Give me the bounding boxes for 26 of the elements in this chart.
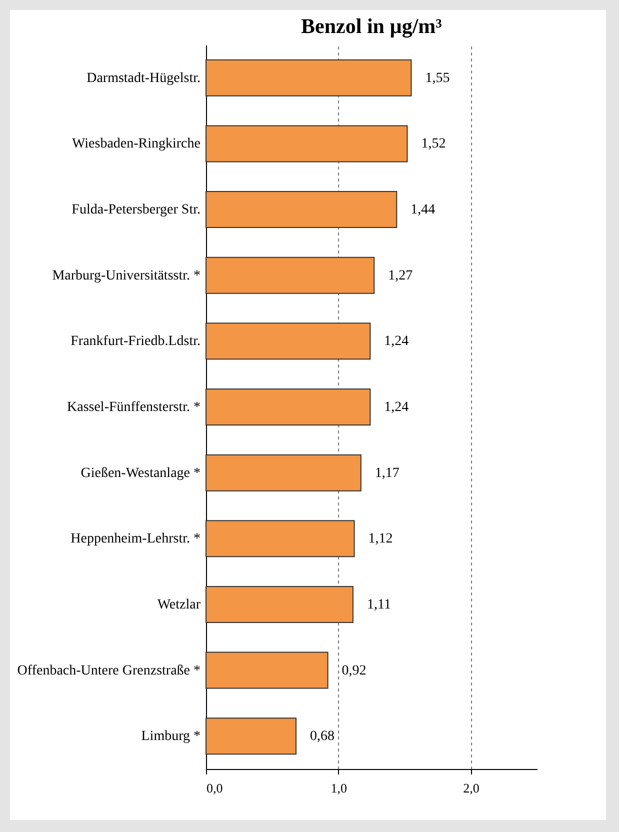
y-tick-label: Heppenheim-Lehrstr. * bbox=[70, 532, 200, 547]
y-tick-label: Fulda-Petersberger Str. bbox=[72, 202, 200, 218]
y-tick-label: Gießen-Westanlage * bbox=[80, 466, 200, 481]
data-label: 1,24 bbox=[384, 334, 409, 350]
data-label: 1,12 bbox=[368, 532, 393, 547]
chart-title: Benzol in µg/m³ bbox=[301, 14, 442, 38]
x-tick-label: 2,0 bbox=[463, 780, 480, 796]
x-tick-label: 0,0 bbox=[206, 780, 223, 796]
y-tick-label: Wetzlar bbox=[157, 597, 201, 612]
data-label: 1,24 bbox=[384, 400, 409, 415]
y-tick-label: Marburg-Universitätsstr. * bbox=[52, 268, 200, 284]
data-label: 1,52 bbox=[421, 136, 446, 152]
data-label: 1,27 bbox=[388, 268, 413, 284]
y-tick-label: Frankfurt-Friedb.Ldstr. bbox=[70, 334, 200, 350]
y-tick-label: Wiesbaden-Ringkirche bbox=[72, 136, 200, 152]
x-tick-label: 1,0 bbox=[330, 780, 348, 796]
data-label: 0,92 bbox=[342, 663, 366, 678]
data-label: 1,44 bbox=[410, 202, 436, 218]
data-label: 0,68 bbox=[310, 729, 335, 744]
y-tick-label: Offenbach-Untere Grenzstraße * bbox=[17, 663, 200, 678]
y-tick-label: Limburg * bbox=[141, 729, 200, 744]
y-tick-label: Kassel-Fünffensterstr. * bbox=[67, 400, 200, 415]
y-tick-label: Darmstadt-Hügelstr. bbox=[86, 70, 200, 86]
data-label: 1,55 bbox=[425, 70, 450, 86]
data-label: 1,17 bbox=[374, 466, 400, 481]
data-label: 1,11 bbox=[366, 597, 391, 612]
